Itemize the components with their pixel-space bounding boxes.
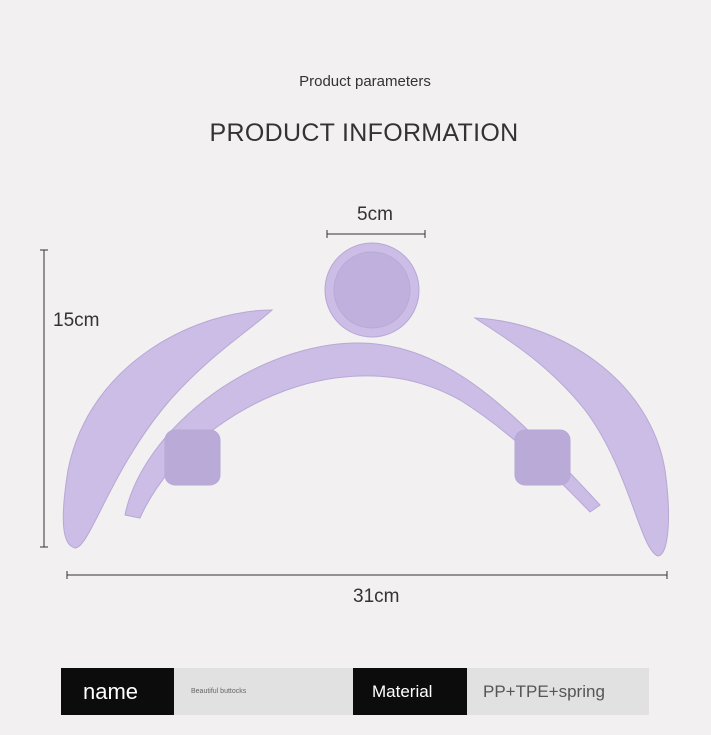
right-wing xyxy=(473,317,669,557)
page-title: PRODUCT INFORMATION xyxy=(209,119,519,147)
height-label: 15cm xyxy=(53,310,100,331)
subtitle: Product parameters xyxy=(299,73,431,90)
spec-key-name: name xyxy=(61,668,174,715)
left-wing xyxy=(62,309,274,549)
total-width-label: 31cm xyxy=(353,586,400,607)
arm xyxy=(124,342,601,519)
spec-table: name Beautiful buttocks Material PP+TPE+… xyxy=(61,668,649,715)
spec-key-material: Material xyxy=(353,668,467,715)
top-width-label: 5cm xyxy=(357,204,393,225)
spec-value-name: Beautiful buttocks xyxy=(174,668,353,715)
spec-value-material: PP+TPE+spring xyxy=(467,668,649,715)
product-image xyxy=(40,230,669,579)
